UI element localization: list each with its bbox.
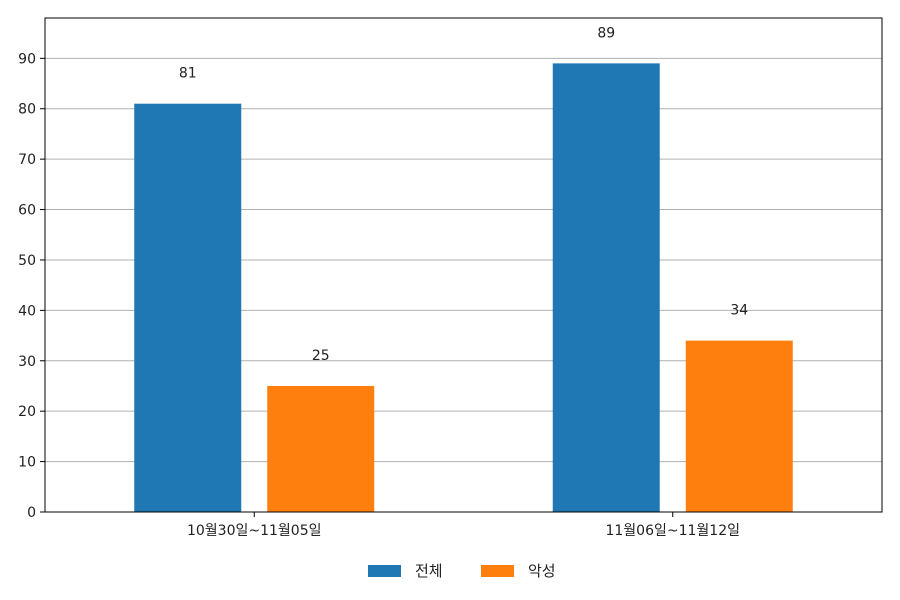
y-tick-label: 0 <box>27 505 36 521</box>
plot-frame <box>44 17 883 513</box>
bar-total-1 <box>134 103 242 512</box>
data-label: 81 <box>179 66 197 82</box>
bar-malicious-2 <box>685 340 793 512</box>
legend-swatch <box>481 565 514 577</box>
data-label: 89 <box>597 25 615 41</box>
y-tick-label: 80 <box>18 102 36 118</box>
y-tick-label: 10 <box>18 455 36 471</box>
x-tick-label: 10월30일~11월05일 <box>187 523 322 539</box>
y-tick-label: 60 <box>18 203 36 219</box>
bars <box>134 63 793 513</box>
data-labels: 81 25 89 34 <box>179 25 748 364</box>
y-tick-label: 50 <box>18 253 36 269</box>
y-tick-label: 20 <box>18 404 36 420</box>
legend-label: 악성 <box>528 562 556 580</box>
data-label: 25 <box>312 348 330 364</box>
y-tick-label: 70 <box>18 152 36 168</box>
x-tick-label: 11월06일~11월12일 <box>605 523 740 539</box>
bar-malicious-1 <box>267 385 375 512</box>
legend: 전체 악성 <box>368 562 556 580</box>
legend-label: 전체 <box>415 562 443 580</box>
y-axis: 0 10 20 30 40 50 60 70 80 90 <box>18 51 45 521</box>
y-tick-label: 90 <box>18 51 36 67</box>
x-axis: 10월30일~11월05일 11월06일~11월12일 <box>187 512 740 539</box>
y-tick-label: 40 <box>18 303 36 319</box>
y-tick-label: 30 <box>18 354 36 370</box>
data-label: 34 <box>730 303 748 319</box>
legend-swatch <box>368 565 401 577</box>
bar-total-2 <box>552 63 660 513</box>
